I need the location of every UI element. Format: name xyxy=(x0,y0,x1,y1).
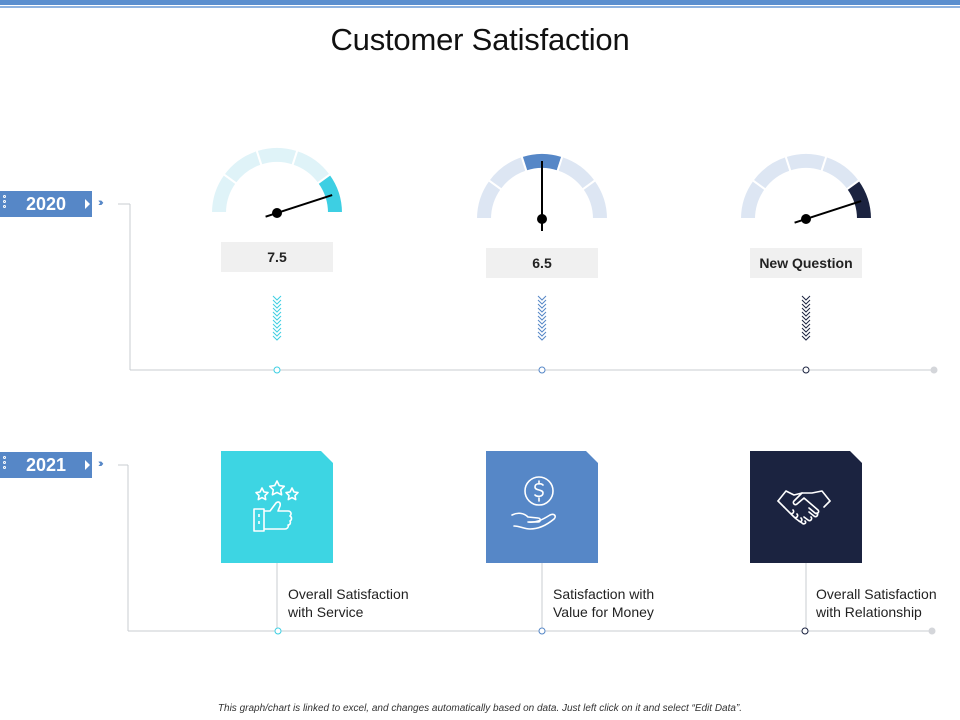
caption-line: Overall Satisfaction xyxy=(816,586,937,602)
card-relationship xyxy=(750,451,862,563)
gauge-segment xyxy=(784,152,828,173)
gauge-value-3: New Question xyxy=(750,248,862,278)
money-hand-icon xyxy=(511,476,556,530)
chevron-right-icon: ›››› xyxy=(98,458,103,470)
year-tag-2021: 2021 xyxy=(0,452,92,478)
page-title: Customer Satisfaction xyxy=(330,22,630,57)
timeline-node xyxy=(801,627,809,635)
chevron-down-icon xyxy=(537,295,547,341)
timeline-node xyxy=(538,627,546,635)
caption-line: Overall Satisfaction xyxy=(288,586,409,602)
caption-value-for-money: Satisfaction with Value for Money xyxy=(553,585,654,621)
card-value-for-money xyxy=(486,451,598,563)
gauge-segment xyxy=(316,172,345,214)
timeline-2021 xyxy=(118,464,934,632)
gauge-segment xyxy=(845,178,874,220)
gauge-value-1: 7.5 xyxy=(221,242,333,272)
card-service xyxy=(221,451,333,563)
chevron-down-icon xyxy=(801,295,811,341)
caption-relationship: Overall Satisfaction with Relationship xyxy=(816,585,937,621)
year-tag-2020: 2020 xyxy=(0,191,92,217)
year-label: 2021 xyxy=(26,455,67,475)
gauge-segment xyxy=(581,178,610,220)
timeline-node xyxy=(802,366,810,374)
gauge-hub xyxy=(537,214,547,224)
timeline-end-dot xyxy=(930,366,938,374)
caption-line: with Relationship xyxy=(816,604,922,620)
chevron-down-icon xyxy=(272,295,282,341)
gauge-segment xyxy=(222,148,263,186)
year-label: 2020 xyxy=(26,194,67,214)
thumbs-up-stars-icon xyxy=(253,480,299,532)
gauge-segment xyxy=(751,154,792,192)
timeline-2020 xyxy=(118,203,934,371)
caption-service: Overall Satisfaction with Service xyxy=(288,585,409,621)
gauge-segment xyxy=(487,154,528,192)
top-accent-bar xyxy=(0,0,960,5)
handshake-icon xyxy=(777,490,831,525)
caption-line: Value for Money xyxy=(553,604,654,620)
gauge-hub xyxy=(272,208,282,218)
gauge-hub xyxy=(801,214,811,224)
timeline-node xyxy=(274,627,282,635)
caption-line: with Service xyxy=(288,604,364,620)
timeline-node xyxy=(273,366,281,374)
gauge-segment xyxy=(255,146,299,167)
gauge-value-2: 6.5 xyxy=(486,248,598,278)
timeline-end-dot xyxy=(928,627,936,635)
caption-line: Satisfaction with xyxy=(553,586,655,602)
chevron-right-icon: ›››› xyxy=(98,197,103,209)
footer-note: This graph/chart is linked to excel, and… xyxy=(217,703,743,714)
top-accent-line xyxy=(0,6,960,8)
timeline-node xyxy=(538,366,546,374)
gauge-group xyxy=(209,146,874,231)
